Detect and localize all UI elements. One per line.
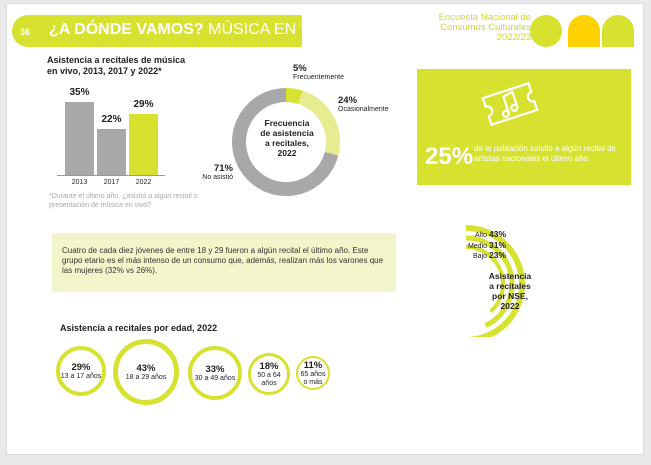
age-value-13-17: 29% <box>71 361 91 373</box>
page-title-rest: MÚSICA EN VIVO <box>203 21 339 38</box>
page-title-bold: ¿A DÓNDE VAMOS? <box>49 21 204 38</box>
bar-chart-title: Asistencia a recitales de música en vivo… <box>47 55 185 77</box>
nse-title-line-3: por NSE, <box>492 291 528 301</box>
age-value-50-64: 18% <box>259 360 279 372</box>
nse-value-bajo: 23% <box>488 250 506 260</box>
donut-text-no-asistio: No asistió <box>202 174 233 181</box>
nse-value-medio: 31% <box>488 240 506 250</box>
age-label-13-17: 13 a 17 años <box>60 372 102 380</box>
nse-chart-title: Asistencia a recitales por NSE, 2022 <box>470 271 550 311</box>
age-circle-30-49: 33% 30 a 49 años <box>188 346 242 400</box>
survey-name: Encuesta Nacional de Consumos Culturales… <box>439 13 531 43</box>
nse-title-line-2: a recitales <box>489 281 531 291</box>
donut-center-line-4: 2022 <box>277 148 297 158</box>
age-label-65-plus-line-1: 65 años <box>300 370 326 378</box>
bar-label-2013: 2013 <box>71 179 88 186</box>
logo-circle-green <box>530 15 562 47</box>
nse-arc-chart <box>461 225 525 337</box>
stat-value: 25% <box>425 143 474 170</box>
age-value-30-49: 33% <box>205 363 225 375</box>
nse-title-line-1: Asistencia <box>488 271 532 281</box>
ticket-music-note-icon <box>481 81 539 127</box>
nse-label-bajo: Bajo <box>473 253 488 260</box>
highlight-text: Cuatro de cada diez jóvenes de entre 18 … <box>62 246 384 275</box>
page-title: ¿A DÓNDE VAMOS? MÚSICA EN VIVO <box>49 21 339 39</box>
bar-2022 <box>129 114 158 175</box>
nse-label-alto: Alto <box>474 232 488 239</box>
highlight-text-box: Cuatro de cada diez jóvenes de entre 18 … <box>52 233 396 292</box>
age-circle-65-plus: 11% 65 años o más <box>296 356 330 390</box>
logo-shape-green <box>602 15 634 47</box>
nse-title-line-4: 2022 <box>500 301 520 311</box>
bar-value-2022: 29% <box>133 99 154 111</box>
age-circle-50-64: 18% 50 a 64 años <box>248 353 290 395</box>
bar-2017 <box>97 129 126 175</box>
logo-shape-yellow <box>568 15 600 47</box>
age-section-title: Asistencia a recitales por edad, 2022 <box>60 323 218 333</box>
nse-row-medio: Medio 31% <box>458 240 506 250</box>
donut-label-no-asistio: 71% No asistió <box>199 163 233 182</box>
age-circle-13-17: 29% 13 a 17 años <box>56 346 106 396</box>
age-label-30-49: 30 a 49 años <box>194 374 236 382</box>
survey-logo <box>530 15 634 47</box>
nse-arc-medio <box>465 235 515 328</box>
nse-row-alto: Alto 43% <box>458 229 506 239</box>
donut-slice-ocasionalmente <box>232 88 340 196</box>
bar-value-2017: 22% <box>101 114 122 126</box>
page-number: 36 <box>20 27 31 37</box>
nse-value-alto: 43% <box>488 229 506 239</box>
nse-arc-alto <box>461 225 525 337</box>
year-bar-chart: 35% 2013 22% 2017 29% 2022 <box>60 80 170 186</box>
donut-value-frecuentemente: 5% <box>293 63 307 74</box>
bar-value-2013: 35% <box>69 86 90 98</box>
donut-label-ocasionalmente: 24% Ocasionalmente <box>338 95 389 114</box>
age-value-65-plus: 11% <box>303 359 323 371</box>
donut-center-line-2: de asistencia <box>260 128 314 138</box>
donut-value-ocasionalmente: 24% <box>338 95 358 106</box>
bar-chart-title-line-1: Asistencia a recitales de música <box>47 55 186 65</box>
bar-2013 <box>65 101 94 175</box>
donut-center-label: Frecuencia de asistencia a recitales, 20… <box>253 118 321 158</box>
survey-year: 2022/23 <box>496 32 531 43</box>
nse-arc-bajo <box>465 245 505 314</box>
bar-chart-title-line-2: en vivo, 2013, 2017 y 2022* <box>47 66 162 76</box>
donut-text-frecuentemente: Frecuentemente <box>293 74 344 81</box>
donut-center-line-3: a recitales, <box>265 138 309 148</box>
age-label-18-29: 18 a 29 años <box>125 373 167 381</box>
donut-center-line-1: Frecuencia <box>264 118 310 128</box>
survey-line-1: Encuesta Nacional de <box>438 12 531 23</box>
donut-value-no-asistio: 71% <box>213 163 233 174</box>
nse-row-bajo: Bajo 23% <box>458 250 506 260</box>
age-label-65-plus-line-2: o más <box>303 378 323 386</box>
bar-chart-baseline <box>57 175 165 176</box>
age-value-18-29: 43% <box>136 362 156 374</box>
stat-box <box>417 69 631 185</box>
donut-label-frecuentemente: 5% Frecuentemente <box>293 63 344 82</box>
bar-label-2022: 2022 <box>135 179 152 186</box>
nse-label-medio: Medio <box>467 243 488 250</box>
age-circle-18-29: 43% 18 a 29 años <box>113 339 179 405</box>
frequency-donut-chart <box>232 88 340 196</box>
age-label-50-64: 50 a 64 años <box>257 371 281 387</box>
bar-label-2017: 2017 <box>103 179 120 186</box>
section-header-bar <box>12 15 302 47</box>
donut-text-ocasionalmente: Ocasionalmente <box>338 106 389 113</box>
survey-line-2: Consumos Culturales <box>440 22 531 33</box>
bar-chart-note: *Durante el último año, ¿asistió a algún… <box>49 193 198 209</box>
stat-text: de la población asistió a algún recital … <box>474 144 616 163</box>
donut-slice-no-asistió <box>232 88 340 196</box>
